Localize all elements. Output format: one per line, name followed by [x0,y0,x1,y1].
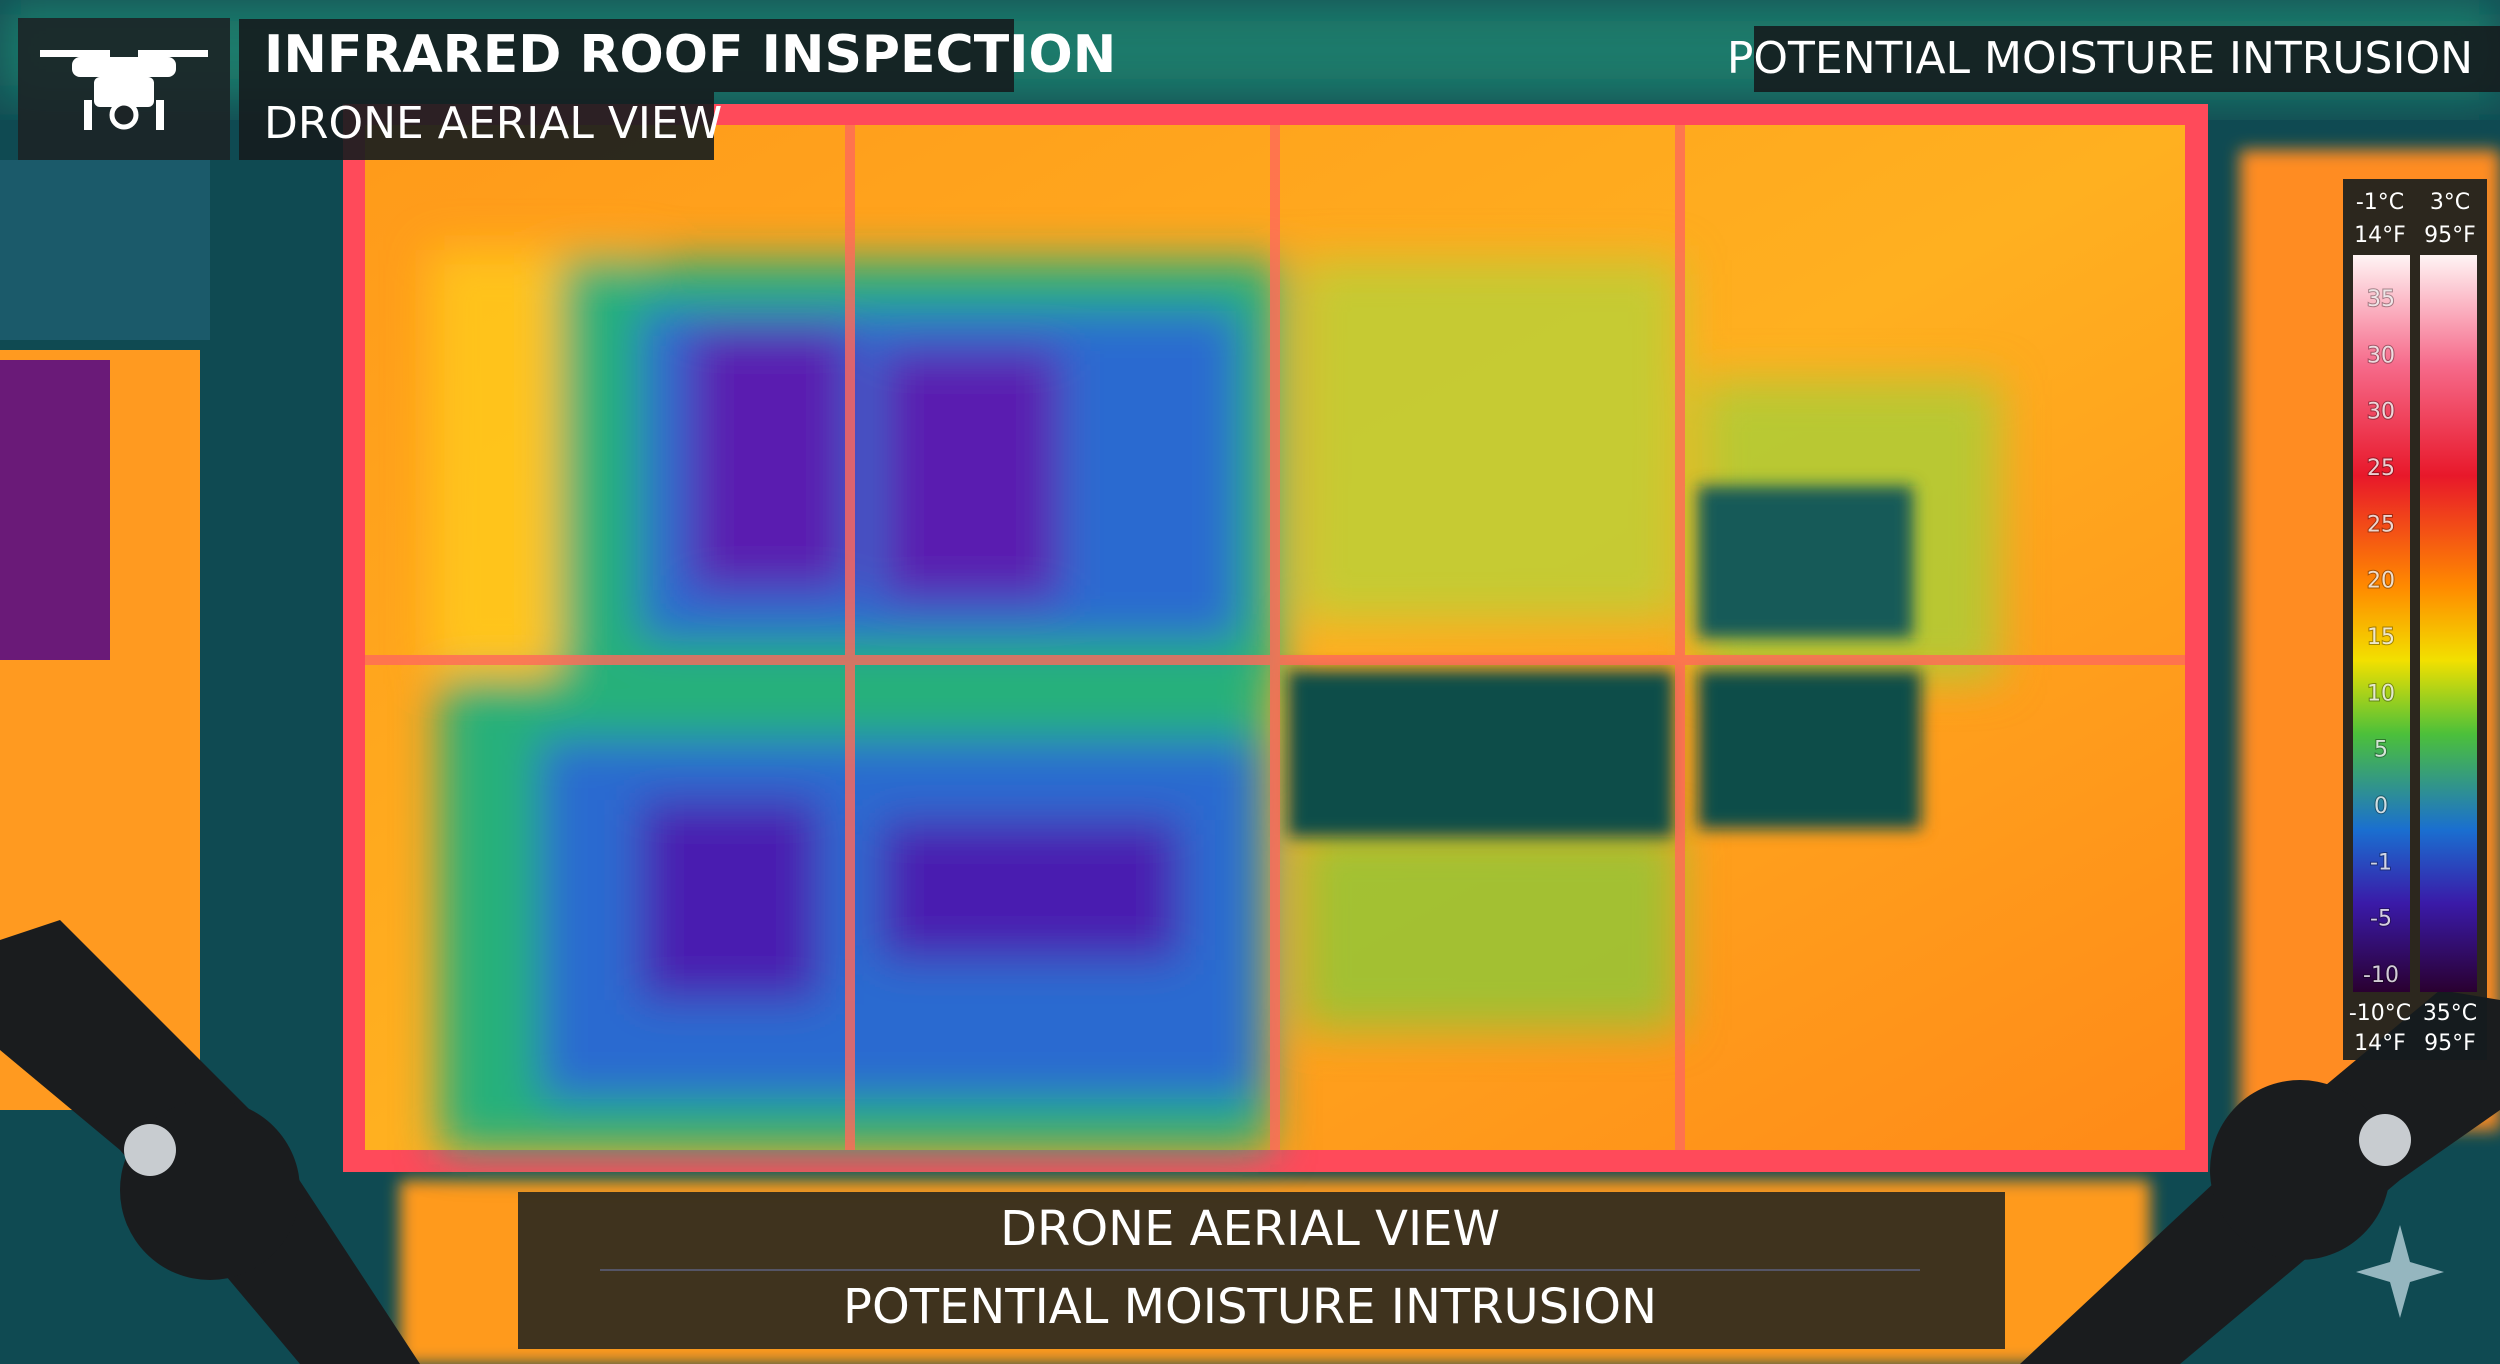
caption-line1: DRONE AERIAL VIEW [1000,1201,1500,1257]
drone-icon [40,50,208,130]
scale-label: 0 [2374,794,2388,819]
scale-label: 25 [2367,456,2395,481]
top-right-box [1754,26,2500,92]
scale-label: -1 [2370,850,2392,875]
scale-label: 15 [2367,625,2395,650]
scale-label: 25 [2367,512,2395,537]
scale-label: 30 [2367,400,2395,425]
scale-label: 30 [2367,343,2395,368]
scale-label: 20 [2367,569,2395,594]
color-bar-left [2353,255,2410,992]
subtitle-box [239,92,714,160]
legend-bottom-right: 35°C [2423,1001,2477,1026]
legend-bottom-right: 95°F [2424,1031,2476,1056]
color-bar-right [2420,255,2477,992]
scale-label: 5 [2374,738,2388,763]
legend-top-left: -1°C [2356,190,2404,215]
legend-top-left: 14°F [2354,223,2406,248]
legend-bottom-left: 14°F [2354,1031,2406,1056]
scale-label: -5 [2370,907,2392,932]
title-box [239,19,1014,92]
scale-label: 10 [2367,681,2395,706]
color-legend: -1°C 14°F 3°C 95°F -10°C 14°F 35°C 95°F … [2343,179,2487,1060]
top-right-label: POTENTIAL MOISTURE INTRUSION [1727,33,2473,84]
title: INFRARED ROOF INSPECTION [264,25,1116,85]
scale-label: 35 [2367,287,2395,312]
legend-top-right: 3°C [2430,190,2470,215]
caption-line2: POTENTIAL MOISTURE INTRUSION [843,1279,1657,1335]
scale-label: -10 [2363,963,2399,988]
legend-top-right: 95°F [2424,223,2476,248]
legend-bottom-left: -10°C [2349,1001,2411,1026]
subtitle: DRONE AERIAL VIEW [264,98,722,149]
